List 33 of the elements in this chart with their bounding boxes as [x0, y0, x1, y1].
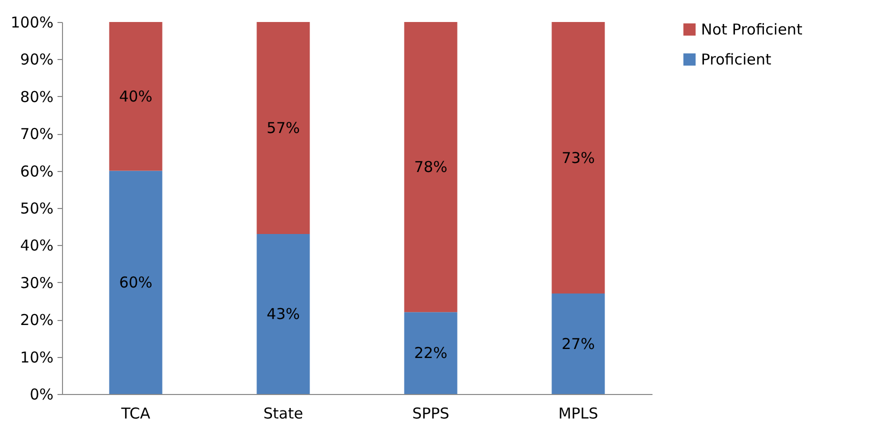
bar	[552, 294, 605, 394]
bar	[109, 22, 162, 171]
data-label: 73%	[562, 148, 595, 167]
y-tick-label: 50%	[20, 200, 54, 218]
y-tick-label: 90%	[20, 50, 54, 69]
data-label: 27%	[562, 334, 595, 353]
y-tick-label: 20%	[20, 311, 54, 330]
y-tick-label: 10%	[20, 348, 54, 366]
bar	[404, 312, 458, 394]
x-tick-label: MPLS	[558, 404, 598, 422]
data-label: 40%	[119, 87, 152, 106]
x-tick-label: SPPS	[412, 404, 450, 422]
bar	[552, 22, 605, 294]
y-tick-label: 40%	[20, 236, 54, 255]
bar	[404, 22, 458, 312]
data-label: 78%	[414, 158, 448, 176]
bar	[256, 22, 310, 234]
bar	[109, 170, 162, 394]
x-tick-label: TCA	[120, 404, 151, 422]
bar	[256, 234, 310, 394]
data-label: 60%	[119, 273, 152, 292]
y-tick-label: 100%	[10, 14, 54, 32]
y-tick-label: 80%	[20, 88, 54, 106]
data-label: 22%	[414, 344, 448, 362]
x-tick-label: State	[263, 404, 304, 422]
y-tick-label: 70%	[20, 125, 54, 144]
y-tick-label: 30%	[20, 274, 54, 292]
legend-label: Not Proficient	[701, 20, 802, 38]
y-tick-label: 60%	[20, 162, 54, 180]
data-label: 43%	[266, 305, 300, 324]
data-label: 57%	[266, 119, 300, 138]
y-tick-label: 0%	[30, 386, 54, 404]
legend-label: Proficient	[701, 50, 772, 68]
